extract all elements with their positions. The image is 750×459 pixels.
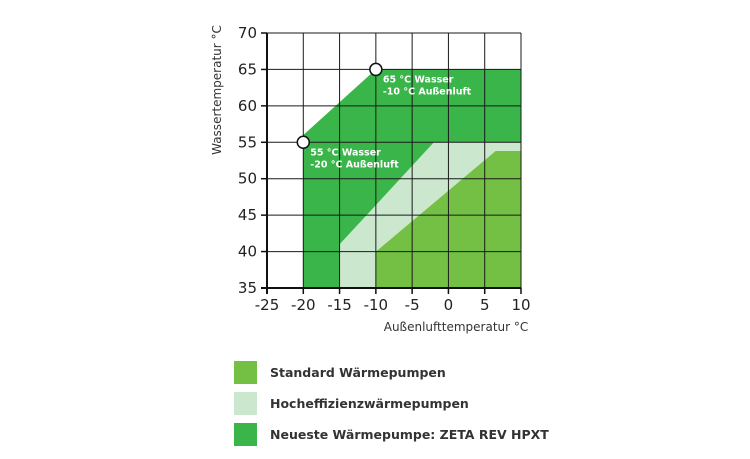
annotation-marker-1 xyxy=(296,135,311,150)
annotations: 65 °C Wasser-10 °C Außenluft 55 °C Wasser… xyxy=(296,62,472,170)
tick-labels: -25 -20 -15 -10 -5 0 5 10 35 40 45 50 55 60 65 70 xyxy=(238,24,531,314)
legend-item-standard: Standard Wärmepumpen xyxy=(234,360,549,385)
y-tick-label: 65 xyxy=(238,60,257,78)
x-tick-label: -25 xyxy=(255,296,280,314)
legend-swatch-zeta-rev xyxy=(234,423,257,446)
annotation-label-1: 55 °C Wasser xyxy=(310,147,381,158)
x-tick-label: 5 xyxy=(480,296,490,314)
x-tick-label: -20 xyxy=(291,296,316,314)
y-tick-label: 35 xyxy=(238,279,257,297)
axes xyxy=(261,32,522,294)
x-tick-label: -5 xyxy=(405,296,420,314)
y-tick-label: 60 xyxy=(238,97,257,115)
y-tick-label: 55 xyxy=(238,133,257,151)
annotation-label-0: 65 °C Wasser xyxy=(383,74,454,85)
x-tick-label: -10 xyxy=(364,296,389,314)
legend: Standard Wärmepumpen Hocheffizienzwärmep… xyxy=(234,360,549,453)
x-tick-label: 10 xyxy=(511,296,530,314)
annotation-label-0: -10 °C Außenluft xyxy=(383,86,472,97)
annotation-marker-0 xyxy=(369,62,383,77)
legend-label-zeta-rev: Neueste Wärmepumpe: ZETA REV HPXT xyxy=(270,427,549,442)
x-tick-label: 0 xyxy=(444,296,454,314)
y-tick-label: 45 xyxy=(238,206,257,224)
legend-swatch-standard xyxy=(234,361,257,384)
legend-item-hocheffizienz: Hocheffizienzwärmepumpen xyxy=(234,391,549,416)
y-tick-label: 40 xyxy=(238,243,257,261)
legend-item-zeta-rev: Neueste Wärmepumpe: ZETA REV HPXT xyxy=(234,422,549,447)
y-tick-label: 50 xyxy=(238,170,257,188)
y-axis-title: Wassertemperatur °C xyxy=(210,25,224,155)
x-axis-title: Außenlufttemperatur °C xyxy=(384,320,529,334)
legend-swatch-hocheffizienz xyxy=(234,392,257,415)
y-tick-label: 70 xyxy=(238,24,257,42)
chart: -25 -20 -15 -10 -5 0 5 10 35 40 45 50 55 60 65 70 65 °C… xyxy=(210,24,531,334)
annotation-label-1: -20 °C Außenluft xyxy=(310,159,399,170)
legend-label-standard: Standard Wärmepumpen xyxy=(270,365,446,380)
legend-label-hocheffizienz: Hocheffizienzwärmepumpen xyxy=(270,396,469,411)
x-tick-label: -15 xyxy=(327,296,352,314)
